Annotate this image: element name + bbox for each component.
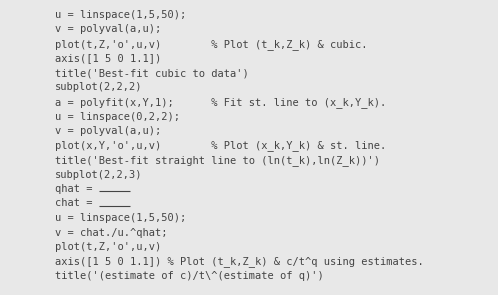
Text: title('Best-fit straight line to (ln(t_k),ln(Z_k))'): title('Best-fit straight line to (ln(t_k… xyxy=(55,155,380,166)
Text: u = linspace(1,5,50);: u = linspace(1,5,50); xyxy=(55,213,186,223)
Text: title('Best-fit cubic to data'): title('Best-fit cubic to data') xyxy=(55,68,249,78)
Text: chat =: chat = xyxy=(55,199,99,209)
Text: subplot(2,2,3): subplot(2,2,3) xyxy=(55,170,142,179)
Text: v = polyval(a,u);: v = polyval(a,u); xyxy=(55,126,161,136)
Text: qhat =: qhat = xyxy=(55,184,99,194)
Text: subplot(2,2,2): subplot(2,2,2) xyxy=(55,83,142,93)
Text: title('(estimate of c)/t\^(estimate of q)'): title('(estimate of c)/t\^(estimate of q… xyxy=(55,271,324,281)
Text: v = polyval(a,u);: v = polyval(a,u); xyxy=(55,24,161,35)
Text: a = polyfit(x,Y,1);      % Fit st. line to (x_k,Y_k).: a = polyfit(x,Y,1); % Fit st. line to (x… xyxy=(55,97,386,108)
Text: v = chat./u.^qhat;: v = chat./u.^qhat; xyxy=(55,227,167,237)
Text: plot(t,Z,'o',u,v)        % Plot (t_k,Z_k) & cubic.: plot(t,Z,'o',u,v) % Plot (t_k,Z_k) & cub… xyxy=(55,39,368,50)
Text: u = linspace(1,5,50);: u = linspace(1,5,50); xyxy=(55,10,186,20)
Text: axis([1 5 0 1.1]) % Plot (t_k,Z_k) & c/t^q using estimates.: axis([1 5 0 1.1]) % Plot (t_k,Z_k) & c/t… xyxy=(55,256,424,267)
Text: plot(x,Y,'o',u,v)        % Plot (x_k,Y_k) & st. line.: plot(x,Y,'o',u,v) % Plot (x_k,Y_k) & st.… xyxy=(55,140,386,151)
Text: u = linspace(0,2,2);: u = linspace(0,2,2); xyxy=(55,112,180,122)
Text: plot(t,Z,'o',u,v): plot(t,Z,'o',u,v) xyxy=(55,242,161,252)
Text: axis([1 5 0 1.1]): axis([1 5 0 1.1]) xyxy=(55,53,161,63)
